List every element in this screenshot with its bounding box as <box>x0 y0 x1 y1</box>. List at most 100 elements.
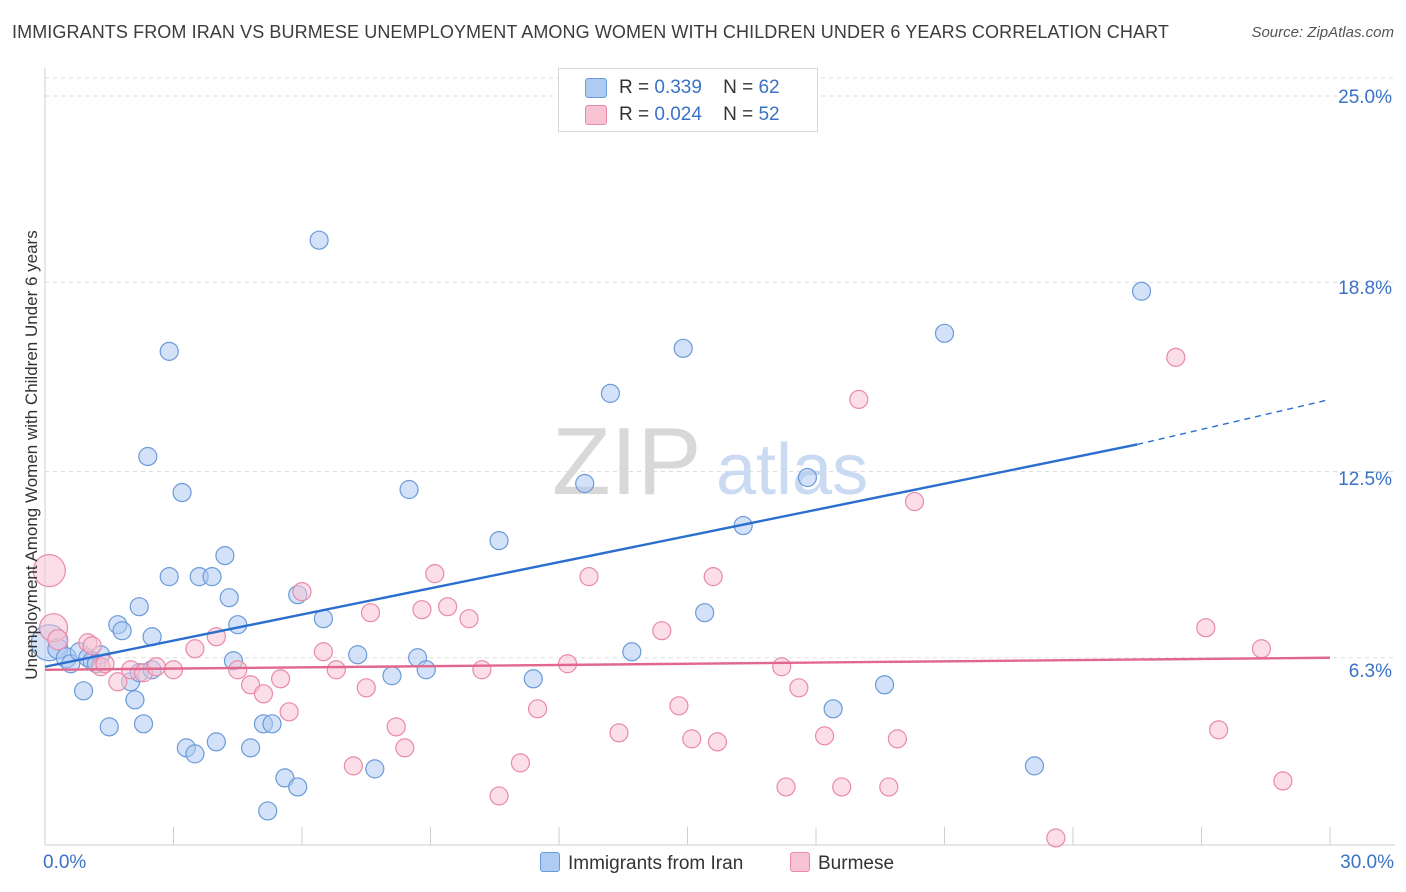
iran-point <box>874 675 895 695</box>
iran-n-value: 62 <box>758 77 780 98</box>
iran-point <box>112 621 132 641</box>
y-tick-label: 18.8% <box>1338 278 1392 299</box>
burmese-point <box>326 660 346 680</box>
legend-item-burmese: Burmese <box>790 852 894 875</box>
iran-point <box>262 714 282 734</box>
iran-point <box>228 615 248 635</box>
x-tick-label: 0.0% <box>43 852 87 873</box>
iran-point <box>797 467 818 488</box>
burmese-point <box>904 491 925 512</box>
burmese-point <box>47 629 69 651</box>
iran-r-label: R = <box>619 77 650 98</box>
burmese-point <box>489 786 509 806</box>
iran-point <box>288 777 308 797</box>
burmese-point <box>1046 828 1066 848</box>
burmese-point <box>1196 618 1216 638</box>
burmese-point <box>527 699 548 719</box>
burmese-point <box>82 636 102 656</box>
iran-trend-extension <box>1137 398 1331 446</box>
burmese-point <box>510 753 531 773</box>
iran-point <box>600 383 621 403</box>
iran-point <box>159 567 179 587</box>
burmese-point <box>814 726 835 746</box>
burmese-point <box>425 564 445 584</box>
burmese-point <box>253 684 274 704</box>
burmese-point <box>386 717 406 737</box>
y-tick-label: 12.5% <box>1338 469 1392 490</box>
legend-item-iran: Immigrants from Iran <box>540 852 743 875</box>
iran-n-label: N = <box>723 77 754 98</box>
burmese-point <box>1251 639 1272 659</box>
iran-point <box>99 717 119 737</box>
burmese-point <box>707 732 728 752</box>
y-tick-label: 6.3% <box>1348 661 1392 682</box>
x-tick-label: 30.0% <box>1340 852 1394 873</box>
iran-legend-label: Immigrants from Iran <box>568 853 744 874</box>
iran-point <box>575 473 595 494</box>
burmese-point <box>1209 720 1229 740</box>
burmese-point <box>360 603 381 623</box>
burmese-point <box>32 554 66 588</box>
correlation-legend: R = 0.339 N = 62 R = 0.024 N = 52 <box>558 68 818 132</box>
burmese-point <box>472 660 492 680</box>
watermark-atlas: atlas <box>716 430 868 510</box>
iran-point <box>1131 281 1152 301</box>
iran-point <box>309 230 329 250</box>
burmese-point <box>279 702 299 722</box>
burmese-point <box>228 660 248 680</box>
iran-point <box>348 645 368 665</box>
burmese-trend-line <box>44 656 1331 671</box>
burmese-point <box>1166 347 1186 367</box>
iran-point <box>823 699 843 719</box>
burmese-point <box>412 600 432 620</box>
burmese-point <box>1273 771 1293 791</box>
burmese-point <box>879 777 899 797</box>
iran-point <box>673 338 693 358</box>
burmese-point <box>270 669 291 689</box>
burmese-point <box>108 672 128 692</box>
iran-point <box>1024 756 1045 776</box>
burmese-point <box>682 729 702 749</box>
iran-point <box>133 714 154 734</box>
burmese-point <box>395 738 415 758</box>
chart-title: IMMIGRANTS FROM IRAN VS BURMESE UNEMPLOY… <box>12 22 1169 42</box>
iran-point <box>172 482 192 503</box>
burmese-n-value: 52 <box>758 104 780 125</box>
iran-point <box>622 642 642 662</box>
burmese-point <box>343 756 363 776</box>
y-tick-label: 25.0% <box>1338 87 1392 108</box>
watermark-zip: ZIP <box>552 408 701 515</box>
iran-point <box>365 759 385 779</box>
burmese-point <box>887 729 907 749</box>
iran-legend-swatch <box>540 852 560 872</box>
burmese-r-label: R = <box>619 104 650 125</box>
burmese-point <box>703 567 723 587</box>
iran-point <box>416 660 436 680</box>
burmese-legend-swatch <box>790 852 810 872</box>
burmese-r-value: 0.024 <box>654 104 702 125</box>
iran-point <box>934 323 955 343</box>
iran-point <box>399 479 419 500</box>
iran-point <box>206 732 226 752</box>
iran-point <box>489 530 509 551</box>
burmese-n-label: N = <box>723 104 754 125</box>
burmese-point <box>438 597 458 617</box>
iran-point <box>138 446 158 467</box>
burmese-point <box>652 621 672 641</box>
burmese-point <box>356 678 376 698</box>
iran-point <box>129 597 149 617</box>
iran-trend-line <box>44 443 1138 668</box>
iran-point <box>125 690 145 710</box>
burmese-point <box>313 642 334 662</box>
burmese-point <box>832 777 852 797</box>
burmese-point <box>579 567 599 587</box>
iran-point <box>382 666 402 686</box>
iran-point <box>202 567 222 587</box>
iran-point <box>523 669 543 689</box>
burmese-point <box>789 678 809 698</box>
burmese-point <box>459 609 479 629</box>
burmese-point <box>776 777 796 797</box>
burmese-swatch <box>585 105 607 125</box>
burmese-point <box>669 696 689 716</box>
